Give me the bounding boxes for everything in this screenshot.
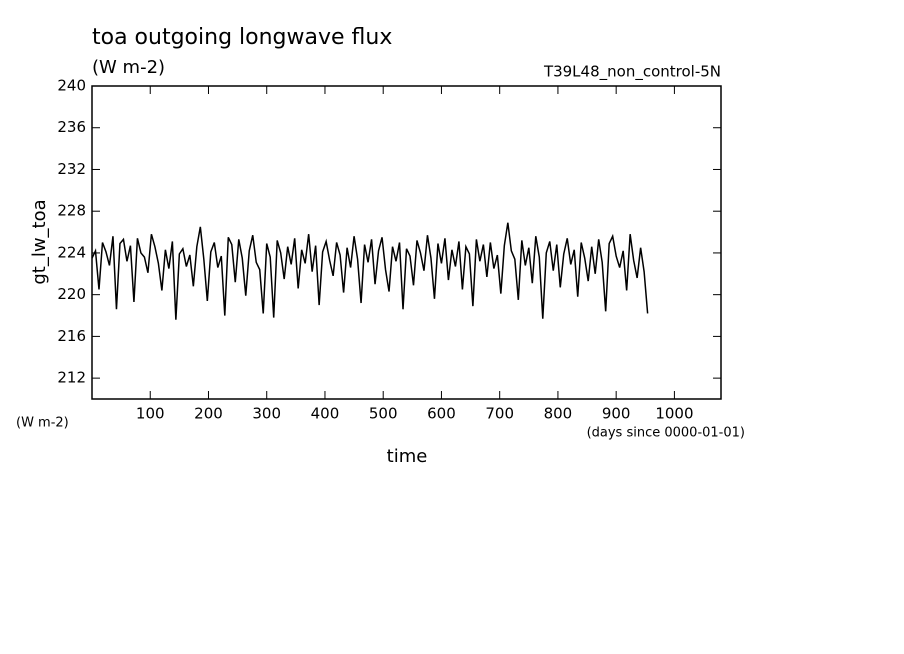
x-tick-label: 100 <box>136 405 165 423</box>
data-line <box>91 222 649 320</box>
x-tick-label: 500 <box>369 405 398 423</box>
y-tick-label: 212 <box>57 369 86 387</box>
x-units: (days since 0000-01-01) <box>587 426 745 441</box>
x-tick-label: 800 <box>544 405 573 423</box>
x-tick-label: 400 <box>311 405 340 423</box>
y-tick-label: 232 <box>57 160 86 178</box>
y-axis-label: gt_lw_toa <box>29 199 50 284</box>
y-tick-label: 228 <box>57 202 86 220</box>
chart-title: toa outgoing longwave flux <box>92 25 392 50</box>
chart-subtitle: (W m-2) <box>92 57 165 78</box>
plot-frame <box>91 85 722 400</box>
y-tick-label: 240 <box>57 77 86 95</box>
annotation: T39L48_non_control-5N <box>543 63 721 82</box>
x-tick-label: 900 <box>602 405 631 423</box>
y-tick-label: 236 <box>57 118 86 136</box>
y-tick-label: 220 <box>57 285 86 303</box>
x-tick-label: 700 <box>485 405 514 423</box>
x-tick-label: 200 <box>194 405 223 423</box>
y-units: (W m-2) <box>16 416 69 431</box>
x-tick-label: 300 <box>252 405 281 423</box>
x-tick-label: 1000 <box>655 405 693 423</box>
x-axis-label: time <box>387 446 428 467</box>
x-tick-label: 600 <box>427 405 456 423</box>
y-tick-label: 224 <box>57 243 86 261</box>
y-tick-label: 216 <box>57 327 86 345</box>
